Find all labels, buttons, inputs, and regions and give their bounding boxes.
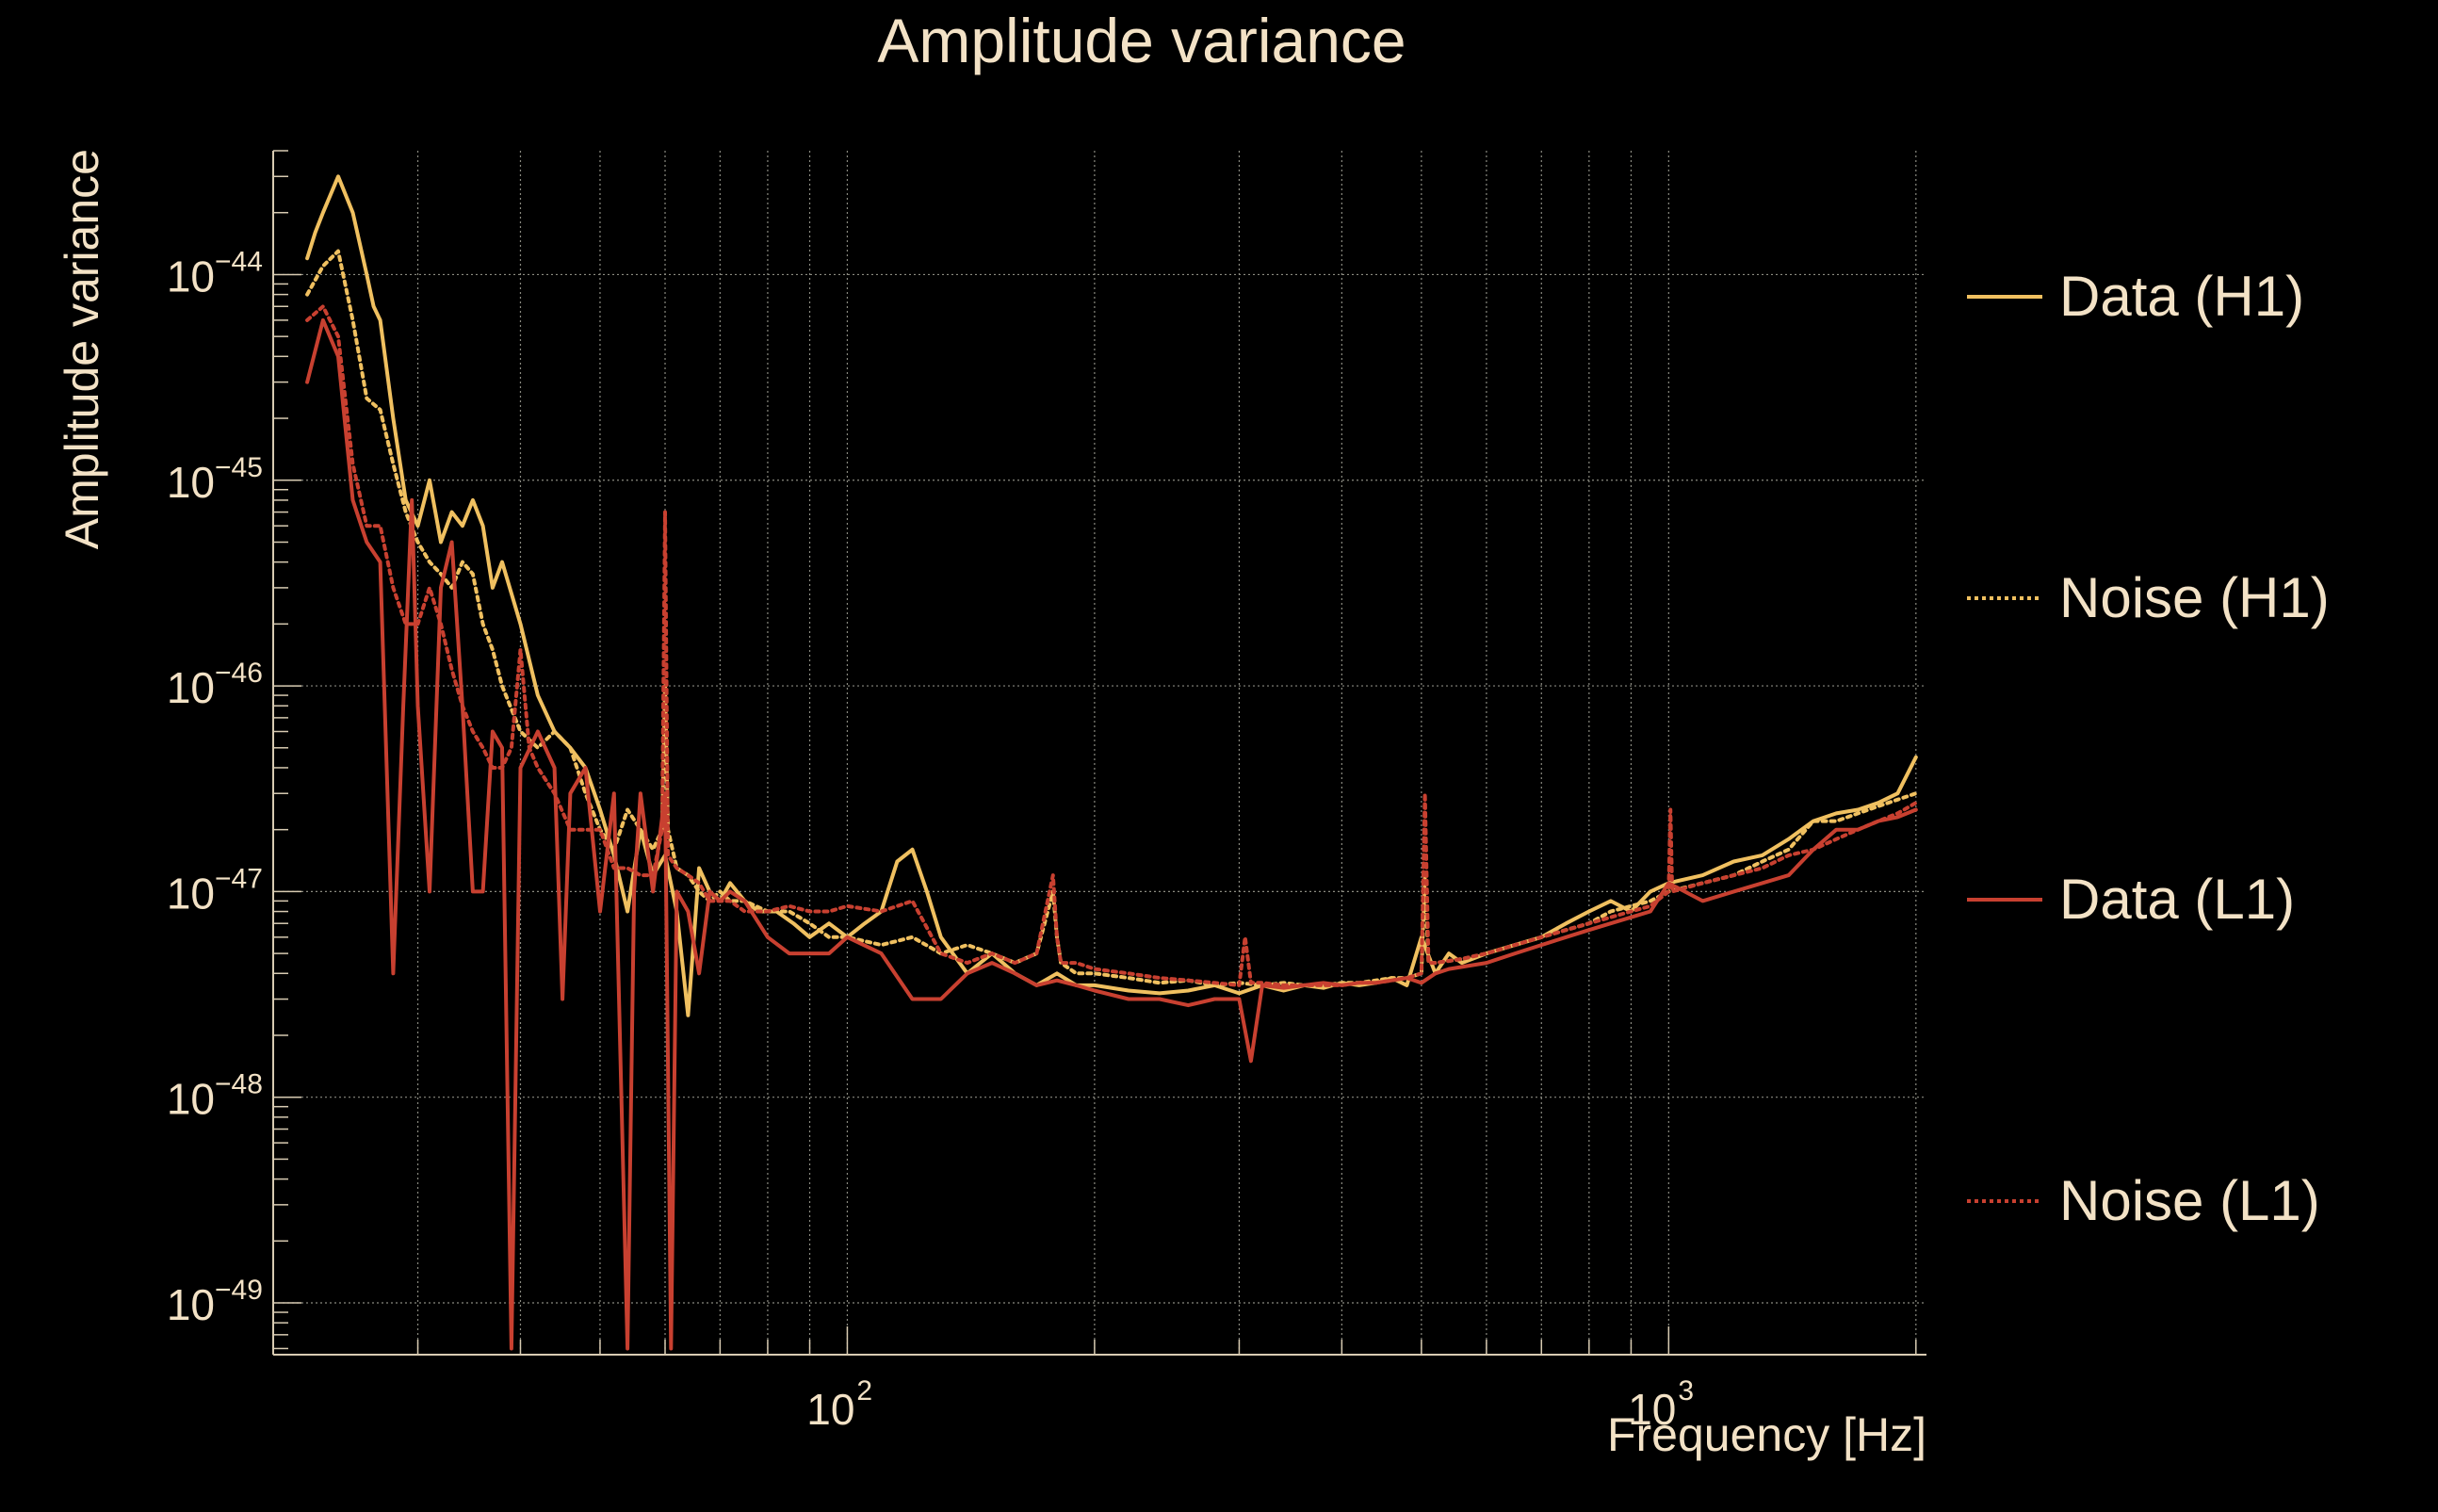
chart-title: Amplitude variance xyxy=(877,6,1406,75)
y-tick-label-base: 10 xyxy=(167,869,215,918)
axes xyxy=(272,150,1926,1356)
legend-label: Noise (L1) xyxy=(2059,1169,2320,1232)
x-tick-label-exponent: 2 xyxy=(856,1375,872,1406)
y-tick-label-base: 10 xyxy=(167,252,215,301)
x-axis-label: Frequency [Hz] xyxy=(1607,1408,1926,1461)
y-tick-label: 10 −44 xyxy=(167,246,263,301)
y-tick-label-exponent: −49 xyxy=(215,1275,263,1306)
y-tick-label-base: 10 xyxy=(167,1075,215,1124)
legend: Data (H1) Noise (H1) Data (L1) Noise (L1) xyxy=(1967,265,2330,1232)
series-lines xyxy=(305,174,1918,1351)
x-tick-label-exponent: 3 xyxy=(1678,1375,1694,1406)
legend-item: Data (H1) xyxy=(1967,265,2304,328)
x-tick-label: 10 2 xyxy=(806,1375,872,1434)
y-tick-label: 10 −46 xyxy=(167,658,263,712)
y-tick-label-exponent: −47 xyxy=(215,863,263,894)
series-line-4 xyxy=(305,304,1918,987)
y-tick-label-exponent: −46 xyxy=(215,658,263,689)
legend-item: Noise (L1) xyxy=(1967,1169,2320,1232)
y-tick-label: 10 −48 xyxy=(167,1069,263,1124)
grid-lines xyxy=(273,151,1926,1355)
y-tick-label-base: 10 xyxy=(167,1280,215,1329)
y-tick-label-exponent: −45 xyxy=(215,452,263,483)
legend-item: Data (L1) xyxy=(1967,868,2295,931)
y-tick-label-exponent: −44 xyxy=(215,246,263,277)
y-tick-label-base: 10 xyxy=(167,458,215,507)
x-tick-label-base: 10 xyxy=(806,1385,854,1434)
y-tick-label-exponent: −48 xyxy=(215,1069,263,1100)
x-tick-label: 10 3 xyxy=(1628,1375,1694,1434)
legend-label: Data (H1) xyxy=(2059,265,2304,328)
legend-item: Noise (H1) xyxy=(1967,566,2330,629)
y-tick-label: 10 −49 xyxy=(167,1275,263,1329)
y-axis-label: Amplitude variance xyxy=(56,149,108,549)
y-tick-label-base: 10 xyxy=(167,663,215,712)
x-tick-label-base: 10 xyxy=(1628,1385,1676,1434)
series-line-3 xyxy=(305,317,1918,1351)
legend-label: Data (L1) xyxy=(2059,868,2295,931)
y-tick-label: 10 −45 xyxy=(167,452,263,507)
y-tick-label: 10 −47 xyxy=(167,863,263,918)
series-line-1 xyxy=(305,174,1918,1017)
legend-label: Noise (H1) xyxy=(2059,566,2330,629)
